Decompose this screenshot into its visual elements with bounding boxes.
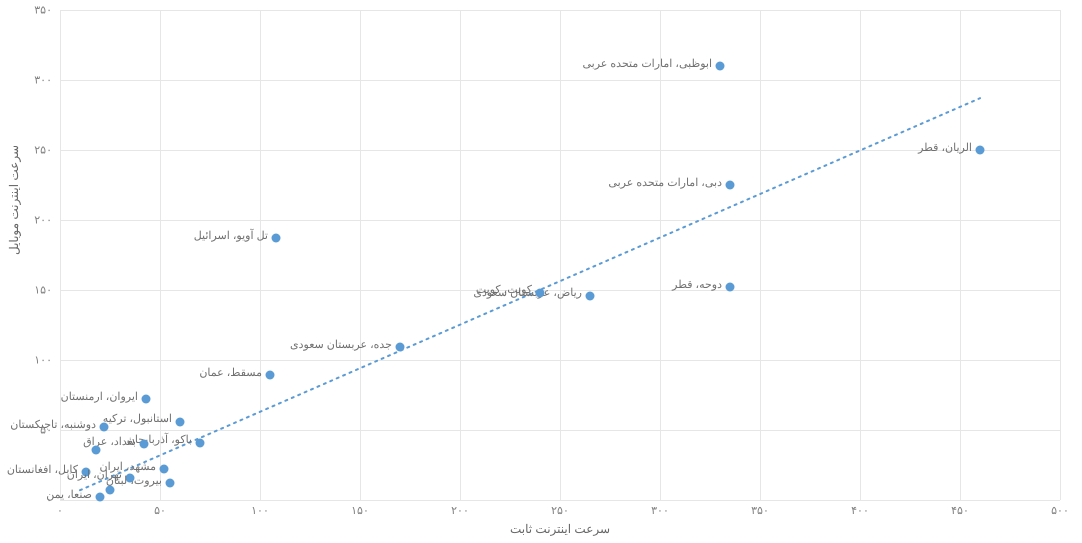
data-point-label: بیروت، لبنان bbox=[106, 474, 162, 487]
gridline-vertical bbox=[860, 10, 861, 500]
gridline-horizontal bbox=[60, 220, 1060, 221]
x-tick-label: ۴۰۰ bbox=[851, 504, 869, 517]
y-tick-label: ۱۰۰ bbox=[34, 354, 52, 367]
data-point bbox=[272, 234, 281, 243]
gridline-vertical bbox=[660, 10, 661, 500]
gridline-vertical bbox=[160, 10, 161, 500]
gridline-horizontal bbox=[60, 80, 1060, 81]
x-tick-label: ۳۵۰ bbox=[751, 504, 769, 517]
data-point bbox=[100, 423, 109, 432]
y-tick-label: ۱۵۰ bbox=[34, 284, 52, 297]
x-tick-label: ۰ bbox=[57, 504, 63, 517]
gridline-horizontal bbox=[60, 430, 1060, 431]
data-point bbox=[142, 395, 151, 404]
x-tick-label: ۴۵۰ bbox=[951, 504, 969, 517]
gridline-horizontal bbox=[60, 360, 1060, 361]
data-point-label: مسقط، عمان bbox=[199, 366, 262, 379]
gridline-vertical bbox=[960, 10, 961, 500]
gridline-horizontal bbox=[60, 10, 1060, 11]
y-tick-label: ۰ bbox=[46, 494, 52, 507]
data-point bbox=[536, 288, 545, 297]
data-point bbox=[166, 479, 175, 488]
x-tick-label: ۳۰۰ bbox=[651, 504, 669, 517]
data-point bbox=[586, 291, 595, 300]
data-point-label: دوحه، قطر bbox=[672, 278, 722, 291]
x-tick-label: ۲۵۰ bbox=[551, 504, 569, 517]
x-tick-label: ۱۵۰ bbox=[351, 504, 369, 517]
plot-area: الریان، قطر دبی، امارات متحده عربی ابوظبی،… bbox=[60, 10, 1060, 500]
gridline-vertical bbox=[1060, 10, 1061, 500]
y-tick-label: ۵۰ bbox=[40, 424, 52, 437]
data-point bbox=[140, 440, 149, 449]
y-tick-label: ۲۰۰ bbox=[34, 214, 52, 227]
data-point bbox=[176, 417, 185, 426]
data-point bbox=[716, 62, 725, 71]
y-tick-label: ۳۵۰ bbox=[34, 4, 52, 17]
data-point bbox=[160, 465, 169, 474]
data-point bbox=[266, 371, 275, 380]
gridline-vertical bbox=[260, 10, 261, 500]
data-point-label: ابوظبی، امارات متحده عربی bbox=[583, 57, 713, 70]
data-point-label: تل آویو، اسرائیل bbox=[194, 229, 268, 242]
data-point-label: الریان، قطر bbox=[918, 141, 972, 154]
x-tick-label: ۱۰۰ bbox=[251, 504, 269, 517]
scatter-chart: الریان، قطر دبی، امارات متحده عربی ابوظبی،… bbox=[0, 0, 1082, 543]
gridline-vertical bbox=[360, 10, 361, 500]
data-point-label: ایروان، ارمنستان bbox=[61, 390, 138, 403]
data-point bbox=[92, 445, 101, 454]
gridline-vertical bbox=[460, 10, 461, 500]
data-point-label: جده، عربستان سعودی bbox=[290, 338, 392, 351]
y-tick-label: ۲۵۰ bbox=[34, 144, 52, 157]
x-tick-label: ۲۰۰ bbox=[451, 504, 469, 517]
data-point bbox=[196, 438, 205, 447]
gridline-horizontal bbox=[60, 500, 1060, 501]
data-point-label: باکو، آذربایجان bbox=[127, 433, 192, 446]
x-tick-label: ۵۰۰ bbox=[1051, 504, 1069, 517]
y-axis-label: سرعت اینترنت موبایل bbox=[7, 145, 21, 255]
x-axis-label: سرعت اینترنت ثابت bbox=[510, 522, 610, 536]
data-point bbox=[726, 181, 735, 190]
x-tick-label: ۵۰ bbox=[154, 504, 166, 517]
data-point-label: استانبول، ترکیه bbox=[103, 412, 172, 425]
gridline-vertical bbox=[560, 10, 561, 500]
data-point bbox=[976, 146, 985, 155]
data-point-label: بغداد، عراق bbox=[83, 435, 136, 448]
data-point-label: دوشنبه، تاجیکستان bbox=[10, 418, 96, 431]
data-point bbox=[106, 486, 115, 495]
gridline-horizontal bbox=[60, 150, 1060, 151]
data-point-label: دبی، امارات متحده عربی bbox=[608, 176, 722, 189]
data-point bbox=[396, 343, 405, 352]
data-point bbox=[96, 493, 105, 502]
data-point bbox=[726, 283, 735, 292]
gridline-vertical bbox=[760, 10, 761, 500]
data-point-label: صنعا، یمن bbox=[46, 488, 92, 501]
data-point-label: کویت، کویت bbox=[476, 283, 532, 296]
y-tick-label: ۳۰۰ bbox=[34, 74, 52, 87]
